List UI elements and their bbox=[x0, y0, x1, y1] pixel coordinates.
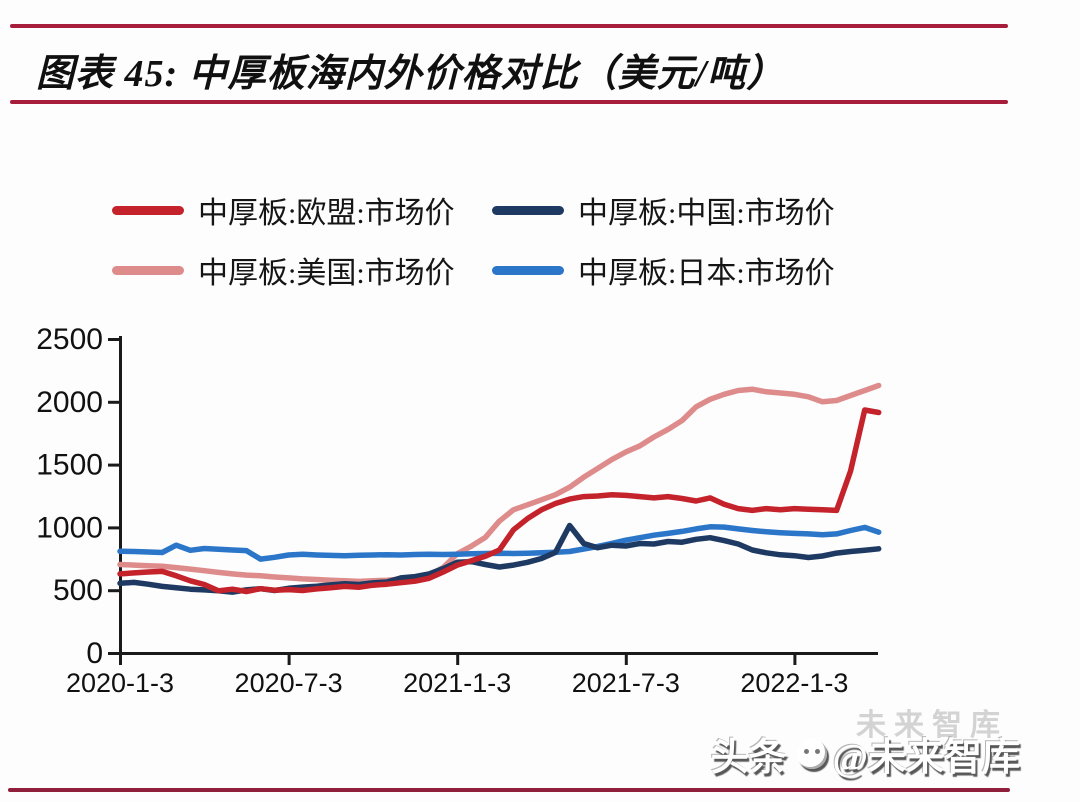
legend-item-eu: 中厚板:欧盟:市场价 bbox=[112, 192, 492, 230]
legend-item-japan: 中厚板:日本:市场价 bbox=[492, 252, 912, 290]
chart-title: 图表 45: 中厚板海内外价格对比（美元/吨） bbox=[36, 53, 786, 95]
watermark-handle: @未来智库 bbox=[832, 737, 1020, 779]
watermark-prefix: 头条 bbox=[710, 737, 787, 779]
legend-swatch-eu bbox=[112, 205, 184, 215]
legend-label-eu: 中厚板:欧盟:市场价 bbox=[198, 197, 455, 230]
y-tick-label: 500 bbox=[53, 574, 103, 607]
legend-swatch-china bbox=[492, 205, 564, 215]
legend-label-us: 中厚板:美国:市场价 bbox=[198, 257, 455, 290]
x-tick-label: 2021-1-3 bbox=[403, 668, 511, 698]
x-tick-label: 2021-7-3 bbox=[572, 668, 680, 698]
x-tick-label: 2022-1-3 bbox=[740, 668, 848, 698]
y-tick-label: 1500 bbox=[36, 449, 103, 482]
x-tick-label: 2020-7-3 bbox=[235, 668, 343, 698]
x-tick-label: 2020-1-3 bbox=[66, 668, 174, 698]
watermark: 头条 @未来智库 bbox=[711, 726, 1020, 781]
series-line-japan bbox=[117, 524, 882, 562]
zhiku-logo-icon bbox=[796, 738, 827, 769]
series-line-eu bbox=[117, 407, 882, 595]
chart-legend: 中厚板:欧盟:市场价 中厚板:中国:市场价中厚板:美国:市场价 中厚板:日本:市场价 bbox=[112, 192, 912, 290]
legend-label-japan: 中厚板:日本:市场价 bbox=[578, 257, 835, 290]
title-rule-bottom bbox=[10, 100, 1008, 104]
legend-swatch-us bbox=[112, 265, 184, 275]
title-rule-top bbox=[10, 24, 1008, 28]
y-tick-label: 2500 bbox=[36, 323, 103, 356]
legend-swatch-japan bbox=[492, 265, 564, 275]
legend-label-china: 中厚板:中国:市场价 bbox=[578, 197, 835, 230]
watermark-ghost-text: 未来智库 bbox=[856, 709, 1008, 742]
footer-rule bbox=[8, 788, 1010, 792]
y-tick-label: 0 bbox=[86, 637, 103, 670]
legend-item-china: 中厚板:中国:市场价 bbox=[492, 192, 912, 230]
y-tick-label: 2000 bbox=[36, 386, 103, 419]
series-line-us bbox=[117, 382, 882, 585]
legend-item-us: 中厚板:美国:市场价 bbox=[112, 252, 492, 290]
series-line-china bbox=[117, 522, 882, 595]
y-tick-label: 1000 bbox=[36, 511, 103, 544]
